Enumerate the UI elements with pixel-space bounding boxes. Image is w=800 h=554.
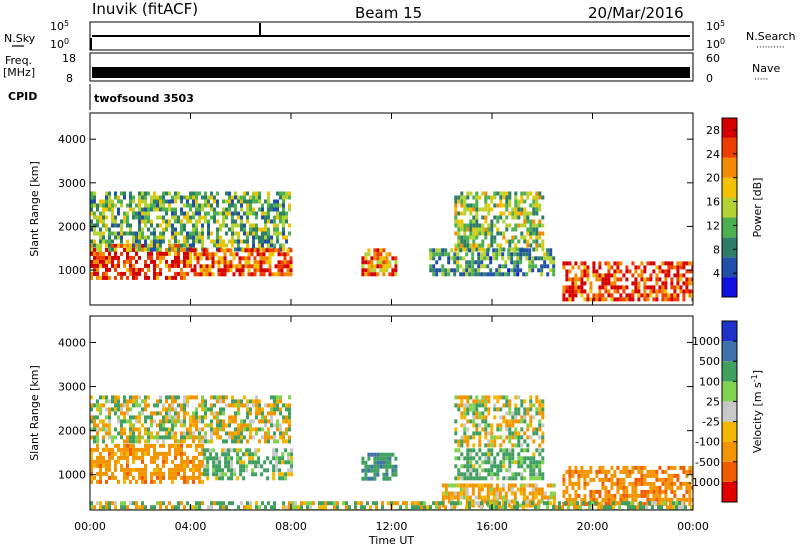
- svg-text:··········: ··········: [756, 43, 785, 53]
- freq-bottom-tick: 8: [66, 72, 73, 85]
- y-tick-label: 1000: [58, 264, 86, 277]
- power-region-1: [90, 191, 291, 252]
- colorbar-tick-label: 8: [713, 243, 720, 256]
- colorbar-swatch: [722, 157, 737, 178]
- colorbar-tick-label: -100: [695, 436, 720, 449]
- y-tick-label: 3000: [58, 177, 86, 190]
- colorbar-swatch: [722, 217, 737, 238]
- freq-unit-label: [MHz]: [3, 66, 35, 79]
- colorbar-tick-label: 1000: [692, 335, 720, 348]
- power-colorbar-label: Power [dB]: [751, 178, 764, 238]
- colorbar-tick-label: -1000: [688, 476, 720, 489]
- velocity-region-7: [562, 465, 693, 506]
- velocity-data: [90, 395, 693, 510]
- nsearch-top-tick: 105: [706, 19, 725, 34]
- y-tick-label: 2000: [58, 220, 86, 233]
- x-tick-label: 08:00: [275, 520, 307, 533]
- velocity-region-0: [90, 443, 204, 484]
- colorbar-tick-label: 12: [706, 219, 720, 232]
- velocity-region-1: [90, 395, 291, 444]
- colorbar-swatch: [722, 401, 737, 422]
- velocity-region-4: [454, 395, 545, 448]
- x-axis-label: Time UT: [368, 534, 414, 547]
- colorbar-tick-label: -25: [702, 416, 720, 429]
- nsky-label: N.Sky: [4, 32, 36, 45]
- velocity-panel: 1000 2000 3000 4000 00:00 04:00 08:00 12:00 16:0…: [28, 315, 765, 547]
- power-region-2: [190, 248, 293, 277]
- colorbar-tick-label: 20: [706, 172, 720, 185]
- freq-label: Freq.: [5, 54, 32, 67]
- x-tick-label: 00:00: [677, 520, 709, 533]
- colorbar-swatch: [722, 197, 737, 218]
- x-tick-label: 16:00: [476, 520, 508, 533]
- x-tick-label: 20:00: [577, 520, 609, 533]
- y-tick-label: 3000: [58, 381, 86, 394]
- y-axis-label: Slant Range [km]: [28, 365, 41, 461]
- nsky-panel: 105 100 105 100: [50, 19, 725, 52]
- site-title: Inuvik (fitACF): [92, 0, 198, 18]
- colorbar-tick-label: 25: [706, 395, 720, 408]
- colorbar-swatch: [722, 421, 737, 442]
- nsky-top-tick: 105: [50, 19, 69, 34]
- colorbar-tick-label: 100: [699, 375, 720, 388]
- power-region-6: [562, 261, 693, 302]
- freq-top-tick: 18: [62, 52, 76, 65]
- velocity-colorbar: 1000 500 100 25 -25 -100 -500 -1000 Velocity [m …: [688, 320, 765, 503]
- y-tick-label: 2000: [58, 425, 86, 438]
- x-tick-label: 04:00: [175, 520, 207, 533]
- colorbar-tick-label: 4: [713, 267, 720, 280]
- colorbar-swatch: [722, 381, 737, 402]
- svg-text:·····: ·····: [754, 75, 768, 85]
- colorbar-swatch: [722, 277, 737, 297]
- power-panel: 1000 2000 3000 4000 Slant Range [km] 4 8 12 16 20…: [28, 112, 764, 306]
- velocity-region-2: [203, 448, 294, 481]
- velocity-region-3: [361, 452, 398, 481]
- colorbar-swatch: [722, 137, 737, 158]
- colorbar-swatch: [722, 177, 737, 198]
- power-data: [90, 191, 693, 302]
- colorbar-tick-label: -500: [695, 456, 720, 469]
- colorbar-swatch: [722, 461, 737, 482]
- cpid-text: twofsound 3503: [94, 92, 194, 105]
- colorbar-swatch: [722, 341, 737, 362]
- power-region-4: [454, 191, 545, 252]
- power-region-5: [429, 248, 556, 277]
- colorbar-tick-label: 16: [706, 196, 720, 209]
- velocity-region-5: [454, 448, 545, 481]
- velocity-colorbar-label: Velocity [m s-1]: [750, 370, 765, 453]
- power-colorbar: 4 8 12 16 20 24 28 Power [dB]: [706, 117, 764, 298]
- date-title: 20/Mar/2016: [588, 4, 684, 22]
- colorbar-swatch: [722, 481, 737, 502]
- colorbar-swatch: [722, 441, 737, 462]
- colorbar-swatch: [722, 257, 737, 278]
- nave-label: Nave: [752, 62, 780, 75]
- power-region-3: [361, 248, 398, 277]
- nsearch-label: N.Search: [746, 30, 796, 43]
- velocity-region-8: [90, 501, 693, 510]
- colorbar-swatch: [722, 321, 737, 342]
- nsky-bottom-tick: 100: [50, 37, 69, 52]
- nsearch-bottom-tick: 100: [706, 37, 725, 52]
- colorbar-tick-label: 500: [699, 355, 720, 368]
- colorbar-swatch: [722, 361, 737, 382]
- freq-panel: 18 8 60 0: [62, 52, 720, 85]
- y-tick-label: 4000: [58, 336, 86, 349]
- y-tick-label: 4000: [58, 133, 86, 146]
- cpid-label: CPID: [8, 90, 37, 103]
- beam-title: Beam 15: [355, 4, 422, 22]
- y-tick-label: 1000: [58, 469, 86, 482]
- x-tick-label: 12:00: [376, 520, 408, 533]
- x-tick-label: 00:00: [74, 520, 106, 533]
- colorbar-tick-label: 28: [706, 124, 720, 137]
- nave-top-tick: 60: [706, 52, 720, 65]
- colorbar-swatch: [722, 118, 737, 138]
- y-axis-label: Slant Range [km]: [28, 161, 41, 257]
- colorbar-swatch: [722, 237, 737, 258]
- colorbar-tick-label: 24: [706, 148, 720, 161]
- nave-bottom-tick: 0: [706, 72, 713, 85]
